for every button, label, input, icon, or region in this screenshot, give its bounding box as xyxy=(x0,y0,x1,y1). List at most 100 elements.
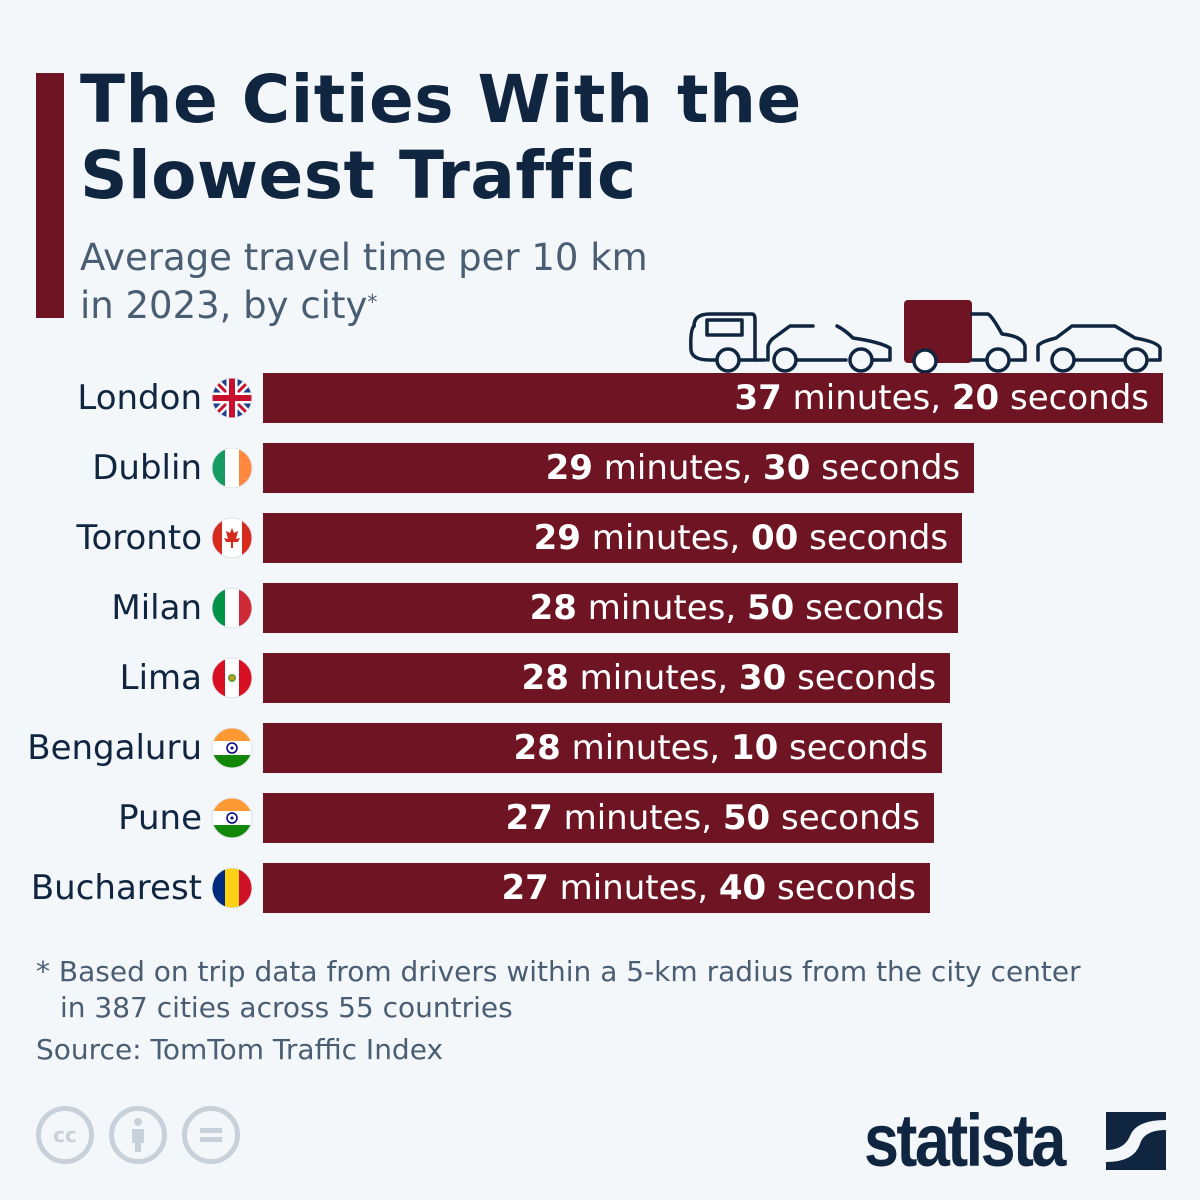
bar-row: Lima 28 minutes, 30 seconds xyxy=(0,653,1200,703)
bar-row: Bucharest 27 minutes, 40 seconds xyxy=(0,863,1200,913)
bar-row: London 37 minutes, 20 seconds xyxy=(0,373,1200,423)
category-label: Lima xyxy=(119,658,202,698)
category-label: Dublin xyxy=(92,448,202,488)
seconds-unit: seconds xyxy=(797,658,937,698)
category-label: Pune xyxy=(118,798,202,838)
india-flag-icon xyxy=(211,727,253,769)
seconds-value: 00 xyxy=(750,518,799,558)
title-line-1: The Cities With the xyxy=(80,61,802,138)
minutes-value: 27 xyxy=(501,868,549,908)
seconds-unit: seconds xyxy=(780,798,920,838)
car-icon xyxy=(715,324,892,373)
seconds-unit: seconds xyxy=(809,518,949,558)
bar: 27 minutes, 50 seconds xyxy=(263,793,934,843)
italy-flag-icon xyxy=(211,587,253,629)
equals-icon xyxy=(200,1128,222,1142)
canada-flag-icon xyxy=(211,517,253,559)
bar: 29 minutes, 00 seconds xyxy=(263,513,963,563)
minutes-value: 29 xyxy=(533,518,581,558)
bar: 27 minutes, 40 seconds xyxy=(263,863,930,913)
seconds-value: 10 xyxy=(730,728,779,768)
bar: 28 minutes, 30 seconds xyxy=(263,653,951,703)
uk-flag-icon xyxy=(211,377,253,419)
seconds-value: 30 xyxy=(763,448,811,488)
category-label: Toronto xyxy=(76,518,202,558)
bar-row: Milan 28 minutes, 50 seconds xyxy=(0,583,1200,633)
seconds-value: 50 xyxy=(746,588,795,628)
bar-row: Bengaluru 28 minutes, 10 seconds xyxy=(0,723,1200,773)
bar: 28 minutes, 50 seconds xyxy=(263,583,959,633)
footnote-line-2: in 387 cities across 55 countries xyxy=(60,991,513,1024)
seconds-value: 50 xyxy=(722,798,771,838)
seconds-unit: seconds xyxy=(776,868,916,908)
ireland-flag-icon xyxy=(211,447,253,489)
category-label: Bengaluru xyxy=(27,728,202,768)
subtitle-text: in 2023, by city xyxy=(80,284,368,327)
data-label: 28 minutes, 30 seconds xyxy=(522,653,937,703)
data-label: 27 minutes, 40 seconds xyxy=(501,863,916,913)
category-label: Milan xyxy=(111,588,202,628)
title-line-2: Slowest Traffic xyxy=(80,137,637,214)
data-label: 29 minutes, 00 seconds xyxy=(534,513,949,563)
statista-logo[interactable]: statista xyxy=(864,1098,1166,1183)
minutes-unit: minutes, xyxy=(563,798,713,838)
data-label: 37 minutes, 20 seconds xyxy=(734,373,1149,423)
minutes-unit: minutes, xyxy=(792,378,942,418)
minutes-unit: minutes, xyxy=(591,518,741,558)
category-label: London xyxy=(77,378,202,418)
bar-row: Pune 27 minutes, 50 seconds xyxy=(0,793,1200,843)
title-accent-bar xyxy=(36,73,64,318)
minutes-unit: minutes, xyxy=(603,448,753,488)
caravan-icon xyxy=(689,312,767,362)
chart-title: The Cities With the Slowest Traffic xyxy=(80,62,802,214)
no-derivatives-icon[interactable] xyxy=(182,1106,240,1164)
minutes-unit: minutes, xyxy=(559,868,709,908)
vehicles-illustration xyxy=(689,300,1162,374)
source-text: Source: TomTom Traffic Index xyxy=(36,1033,444,1066)
minutes-value: 28 xyxy=(529,588,577,628)
footnote-line-1: * Based on trip data from drivers within… xyxy=(36,955,1081,988)
minutes-value: 28 xyxy=(513,728,561,768)
peru-flag-icon xyxy=(211,657,253,699)
minutes-value: 28 xyxy=(521,658,569,698)
bar-row: Dublin 29 minutes, 30 seconds xyxy=(0,443,1200,493)
truck-icon xyxy=(904,300,1027,374)
subtitle-line-2: in 2023, by city* xyxy=(80,282,648,330)
attribution-icon[interactable] xyxy=(109,1106,167,1164)
bar: 37 minutes, 20 seconds xyxy=(263,373,1163,423)
seconds-unit: seconds xyxy=(805,588,945,628)
minutes-value: 37 xyxy=(734,378,782,418)
data-label: 28 minutes, 50 seconds xyxy=(530,583,945,633)
subtitle-line-1: Average travel time per 10 km xyxy=(80,236,648,279)
minutes-unit: minutes, xyxy=(587,588,737,628)
seconds-value: 30 xyxy=(738,658,787,698)
romania-flag-icon xyxy=(211,867,253,909)
footnote-mark: * xyxy=(367,290,378,314)
bar-row: Toronto 29 minutes, 00 seconds xyxy=(0,513,1200,563)
india-flag-icon xyxy=(211,797,253,839)
person-icon xyxy=(132,1118,144,1152)
sedan-icon xyxy=(1036,324,1162,373)
creative-commons-icon[interactable]: cc xyxy=(36,1106,94,1164)
bar: 29 minutes, 30 seconds xyxy=(263,443,975,493)
logo-text: statista xyxy=(864,1099,1066,1182)
data-label: 27 minutes, 50 seconds xyxy=(505,793,920,843)
data-label: 28 minutes, 10 seconds xyxy=(514,723,929,773)
minutes-value: 27 xyxy=(505,798,553,838)
seconds-unit: seconds xyxy=(1010,378,1149,418)
data-label: 29 minutes, 30 seconds xyxy=(546,443,961,493)
footnote: * Based on trip data from drivers within… xyxy=(36,954,1081,1026)
minutes-unit: minutes, xyxy=(571,728,721,768)
seconds-unit: seconds xyxy=(821,448,961,488)
seconds-value: 40 xyxy=(718,868,767,908)
category-label: Bucharest xyxy=(30,868,202,908)
minutes-unit: minutes, xyxy=(579,658,729,698)
statista-logo-icon xyxy=(1106,1111,1166,1170)
chart-subtitle: Average travel time per 10 km in 2023, b… xyxy=(80,234,648,330)
license-icons: cc xyxy=(36,1106,240,1164)
bar: 28 minutes, 10 seconds xyxy=(263,723,943,773)
minutes-value: 29 xyxy=(545,448,593,488)
seconds-unit: seconds xyxy=(789,728,929,768)
seconds-value: 20 xyxy=(951,378,1000,418)
